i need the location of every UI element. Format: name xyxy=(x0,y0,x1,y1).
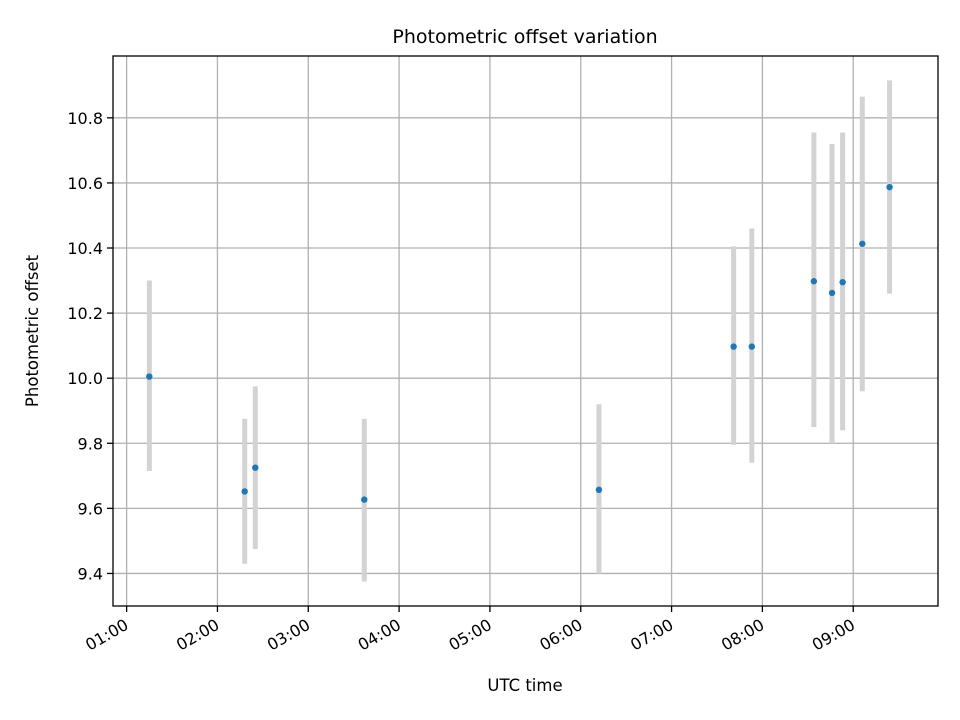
x-axis-label: UTC time xyxy=(487,676,562,695)
y-tick-label: 10.6 xyxy=(67,174,103,193)
data-point xyxy=(241,488,248,495)
x-tick-label: 02:00 xyxy=(173,615,222,655)
data-point xyxy=(886,183,893,191)
y-tick-label: 10.2 xyxy=(67,304,103,323)
y-tick-label: 10.0 xyxy=(67,369,103,388)
y-tick-label: 9.8 xyxy=(78,434,103,453)
y-tick-label: 10.8 xyxy=(67,109,103,128)
data-point xyxy=(810,278,818,285)
data-point xyxy=(595,486,603,494)
data-point xyxy=(361,496,368,503)
x-tick-label: 07:00 xyxy=(627,615,676,655)
data-point xyxy=(839,278,846,286)
y-tick-label: 10.4 xyxy=(67,239,103,258)
y-tick-label: 9.6 xyxy=(78,499,103,518)
y-axis: 9.4 9.6 9.8 10.0 10.2 10.4 10.6 10.8 xyxy=(67,109,113,583)
x-tick-label: 03:00 xyxy=(264,615,313,655)
y-axis-label: Photometric offset xyxy=(23,254,42,407)
data-point xyxy=(748,343,756,350)
x-tick-label: 06:00 xyxy=(536,615,585,655)
x-tick-label: 08:00 xyxy=(718,615,767,655)
data-point xyxy=(146,373,153,380)
data-point xyxy=(828,289,836,297)
x-tick-label: 05:00 xyxy=(445,615,494,655)
data-point xyxy=(859,240,866,247)
grid-layer xyxy=(113,56,938,606)
data-point xyxy=(252,464,259,471)
point-layer xyxy=(146,183,893,503)
x-axis: 01:00 02:00 03:00 04:00 05:00 06:00 07:00 08:00… xyxy=(82,606,858,655)
x-tick-label: 09:00 xyxy=(809,615,858,655)
x-tick-label: 01:00 xyxy=(82,615,131,655)
data-point xyxy=(730,343,737,350)
x-tick-label: 04:00 xyxy=(355,615,404,655)
chart-title: Photometric offset variation xyxy=(392,26,657,48)
y-tick-label: 9.4 xyxy=(78,564,103,583)
plot-frame xyxy=(112,55,939,607)
errorbar-layer xyxy=(146,80,893,582)
